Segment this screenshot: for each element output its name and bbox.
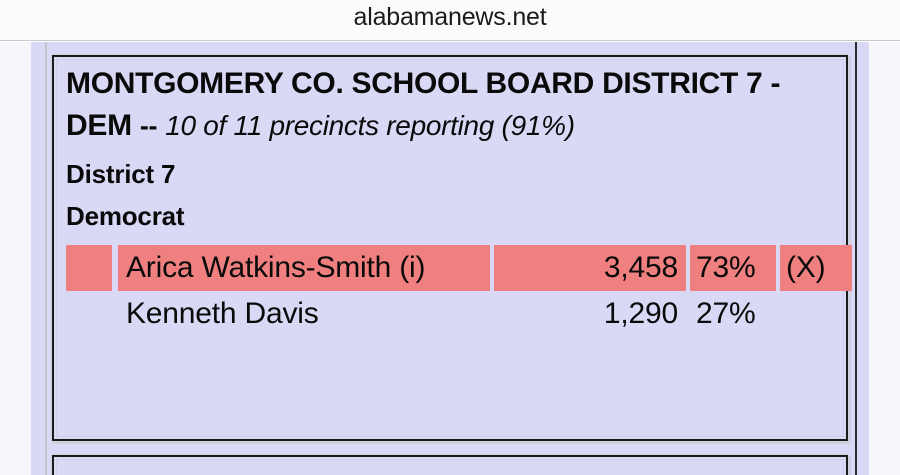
candidate-percent: 73% [690,245,776,291]
site-title: alabamanews.net [353,3,547,31]
page-gutter-left [0,42,31,475]
winner-marker: (X) [780,245,852,291]
table-row: Arica Watkins-Smith (i) 3,458 73% (X) [66,245,852,291]
table-row: Kenneth Davis 1,290 27% [66,291,834,337]
candidate-votes: 1,290 [603,297,678,330]
candidate-name: Arica Watkins-Smith (i) [118,245,490,291]
winner-color-swatch [66,245,112,291]
next-race-card [52,455,848,475]
candidate-votes: 3,458 [494,245,686,291]
page-gutter-right [869,42,900,475]
race-headline: MONTGOMERY CO. SCHOOL BOARD DISTRICT 7 -… [66,63,834,147]
browser-title-bar: alabamanews.net [0,0,900,41]
district-heading: District 7 [66,159,176,189]
card-inner-edge [56,459,844,475]
race-results-card: MONTGOMERY CO. SCHOOL BOARD DISTRICT 7 -… [52,55,852,441]
column-rule-left [45,42,47,475]
column-rule-right [855,42,857,475]
candidate-results-table: Arica Watkins-Smith (i) 3,458 73% (X) Ke… [66,245,852,353]
reporting-status: 10 of 11 precincts reporting (91%) [165,110,575,141]
page-viewport: MONTGOMERY CO. SCHOOL BOARD DISTRICT 7 -… [0,42,900,475]
candidate-color-swatch [66,291,112,337]
candidate-name: Kenneth Davis [126,297,319,330]
race-name: MONTGOMERY CO. SCHOOL BOARD DISTRICT 7 -… [66,67,781,142]
candidate-percent: 27% [696,297,756,330]
winner-marker [780,291,852,337]
party-heading: Democrat [66,201,185,231]
headline-separator: -- [139,111,158,141]
